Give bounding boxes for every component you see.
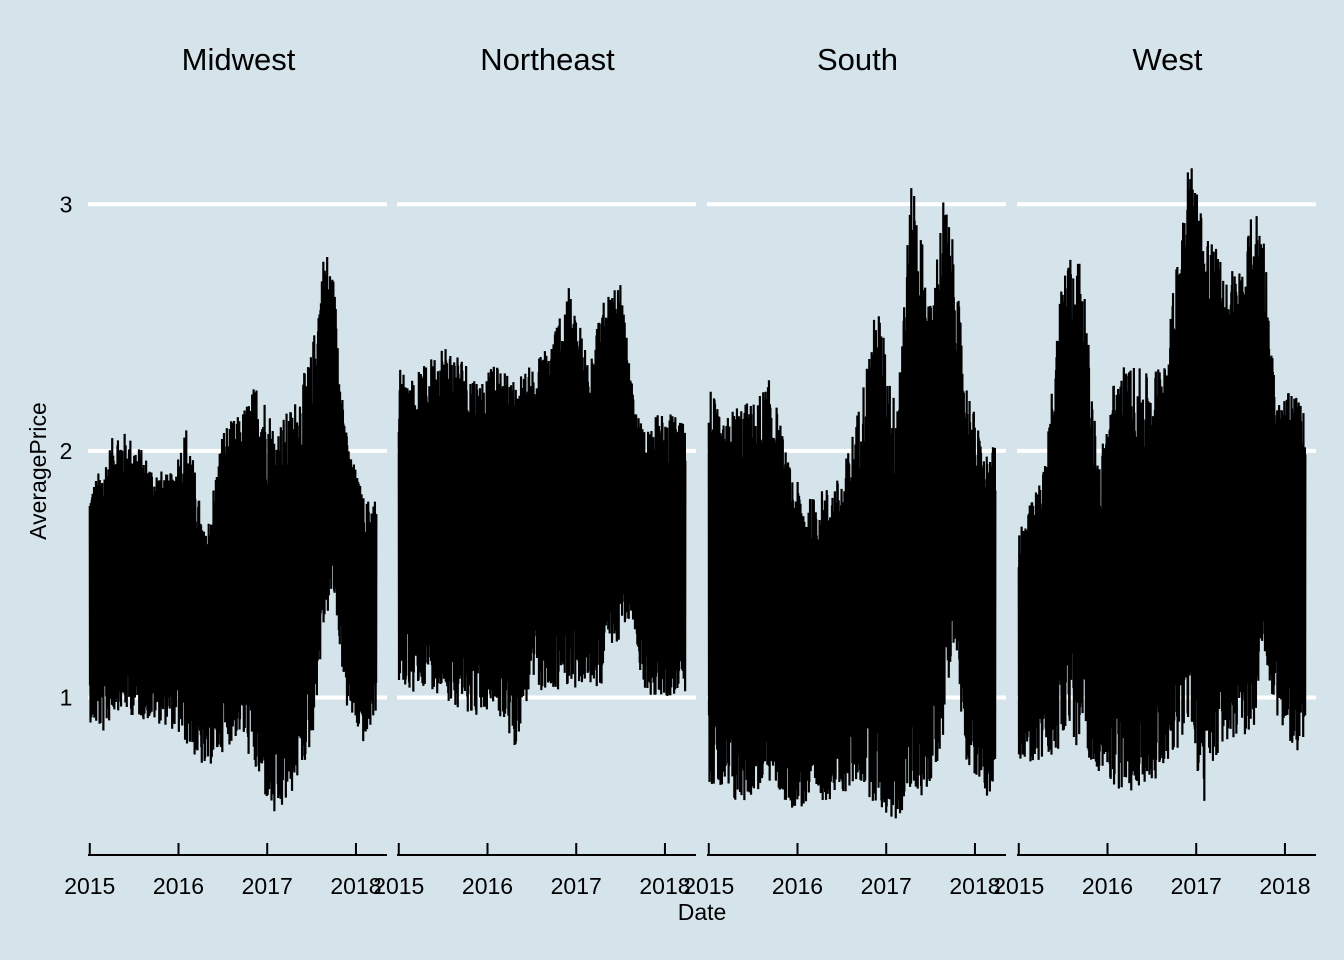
y-tick-label: 1 <box>60 684 73 710</box>
x-tick-label: 2018 <box>330 873 381 899</box>
facet-title: Midwest <box>182 42 296 77</box>
x-tick-label: 2016 <box>462 873 513 899</box>
x-axis-title: Date <box>678 899 727 925</box>
facet-title: Northeast <box>480 42 615 77</box>
labels: Midwest 2015 2016 2017 2018 Northeast 2015 2016… <box>60 42 1311 899</box>
x-tick-label: 2017 <box>551 873 602 899</box>
x-tick-label: 2016 <box>153 873 204 899</box>
x-tick-label: 2015 <box>373 873 424 899</box>
axes <box>88 843 1316 856</box>
y-tick-label: 3 <box>60 191 73 217</box>
facet-title: West <box>1132 42 1202 77</box>
x-tick-label: 2018 <box>949 873 1000 899</box>
x-tick-label: 2017 <box>242 873 293 899</box>
x-tick-label: 2018 <box>1259 873 1310 899</box>
x-tick-label: 2015 <box>993 873 1044 899</box>
x-tick-label: 2017 <box>861 873 912 899</box>
x-tick-label: 2015 <box>64 873 115 899</box>
x-tick-label: 2017 <box>1171 873 1222 899</box>
series-line-south <box>707 188 997 819</box>
series-lines <box>88 168 1307 819</box>
series-line-northeast <box>397 285 687 746</box>
y-axis-title: AveragePrice <box>25 402 51 540</box>
facet-title: South <box>817 42 898 77</box>
series-line-midwest <box>88 257 378 812</box>
x-tick-label: 2016 <box>772 873 823 899</box>
x-tick-label: 2016 <box>1082 873 1133 899</box>
x-tick-label: 2015 <box>683 873 734 899</box>
x-tick-label: 2018 <box>639 873 690 899</box>
series-line-west <box>1017 168 1307 801</box>
y-tick-label: 2 <box>60 438 73 464</box>
